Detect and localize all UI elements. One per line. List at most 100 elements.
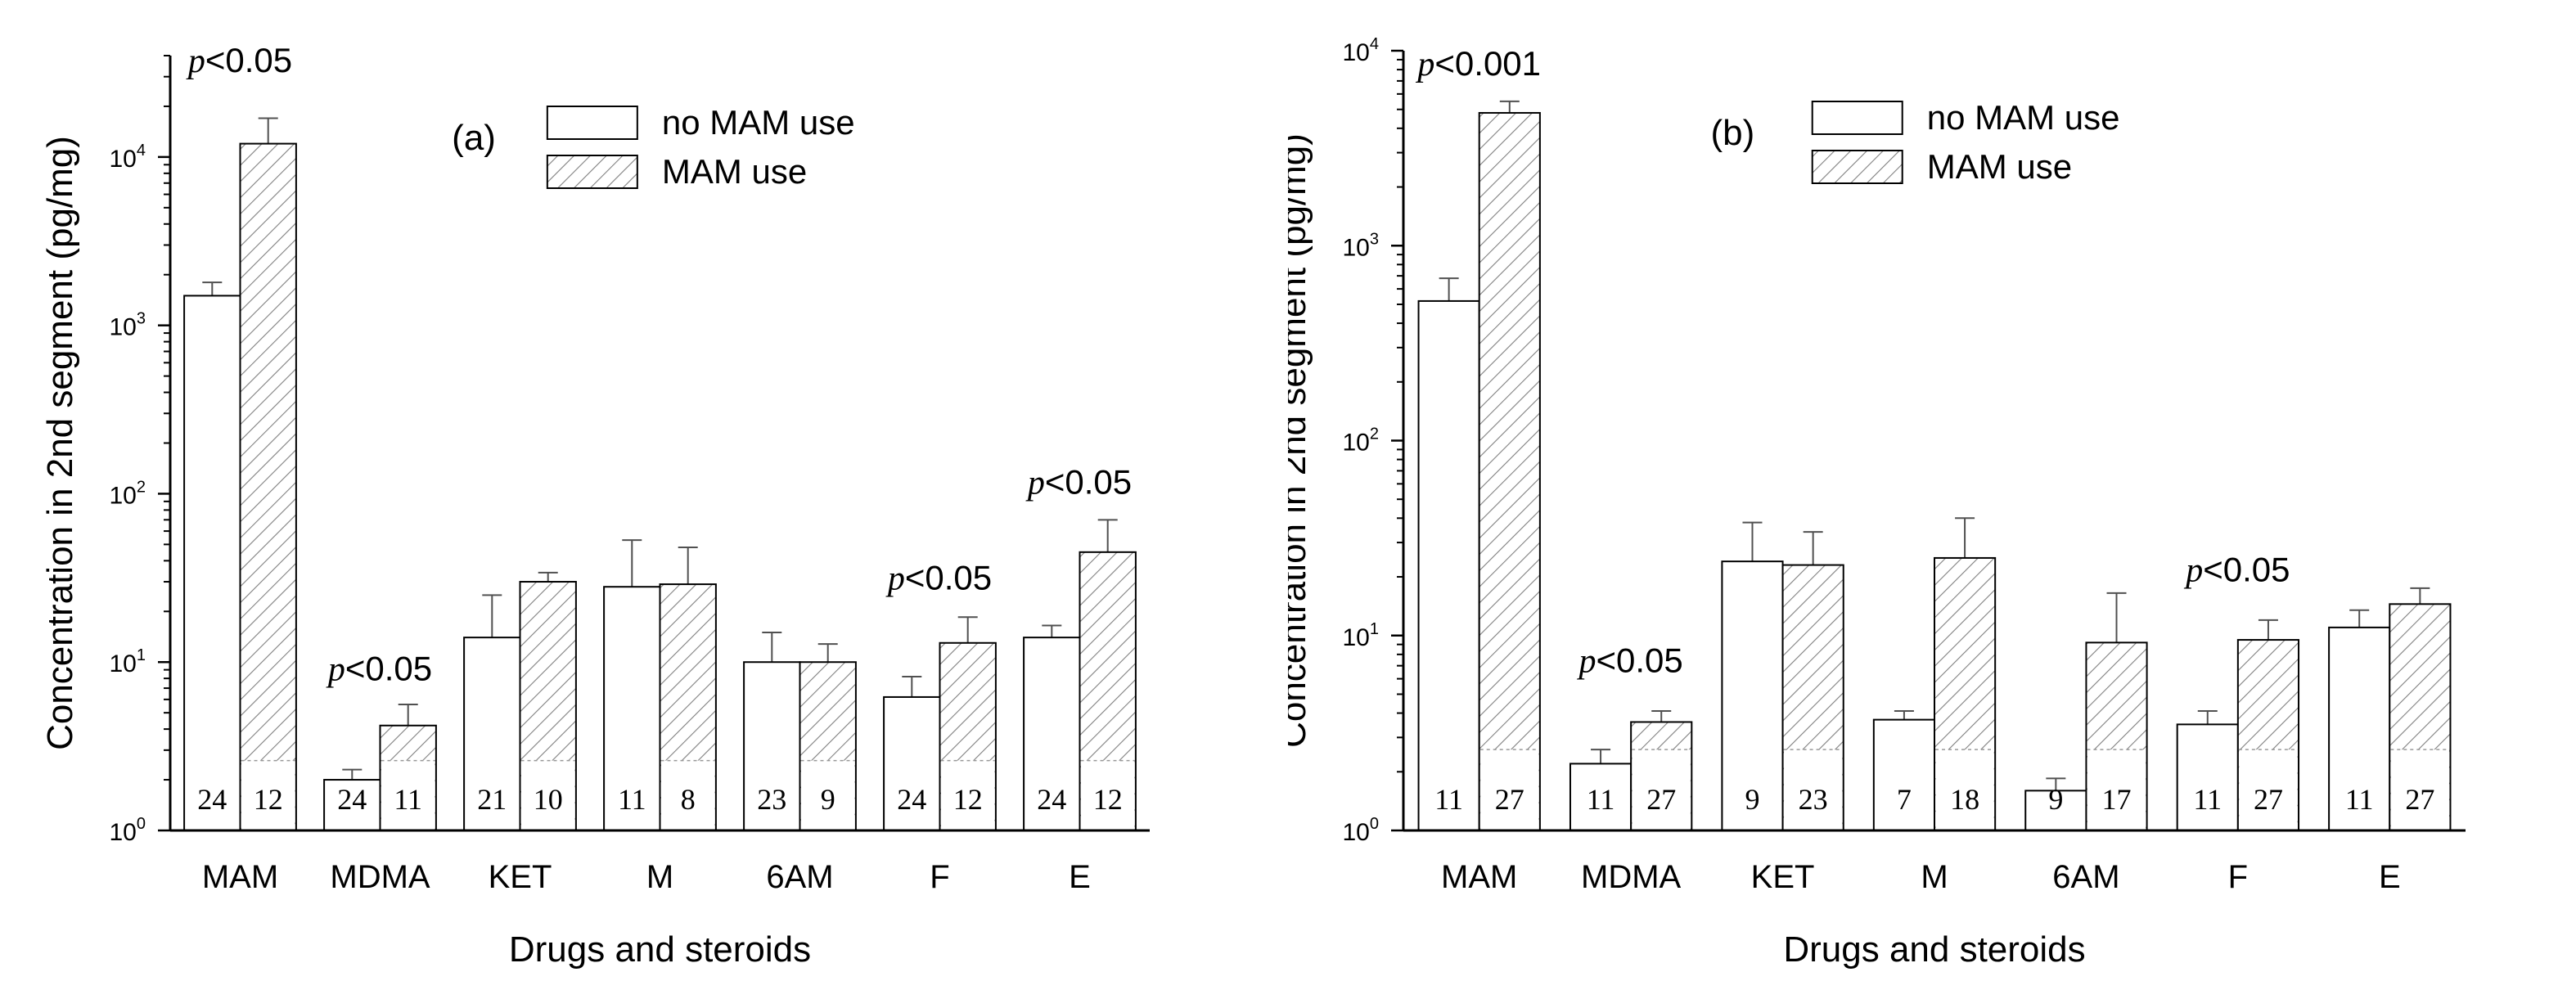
x-tick-label: M — [646, 859, 673, 895]
legend-label: MAM use — [662, 152, 807, 191]
count-label: 9 — [1745, 783, 1759, 816]
count-label: 8 — [681, 783, 696, 816]
bar — [1721, 560, 1784, 831]
count-band — [2239, 749, 2298, 830]
x-tick-label: F — [930, 859, 949, 895]
count-label: 23 — [757, 783, 786, 816]
x-tick-label: MDMA — [1581, 859, 1682, 895]
y-tick-label: 101 — [110, 646, 146, 677]
panel-label: (a) — [452, 118, 496, 158]
count-band — [1632, 749, 1691, 830]
bar — [2328, 626, 2391, 831]
y-tick-label: 102 — [1343, 425, 1380, 457]
count-label: 17 — [2102, 783, 2132, 816]
x-tick-label: KET — [489, 859, 552, 895]
legend-label: MAM use — [1927, 147, 2072, 186]
count-label: 11 — [1587, 783, 1615, 816]
x-axis-title: Drugs and steroids — [1783, 929, 2085, 970]
y-tick-label: 103 — [1343, 230, 1380, 261]
count-label: 7 — [1897, 783, 1912, 816]
y-axis-title: Concentration in 2nd segment (pg/mg) — [40, 136, 80, 750]
bar — [743, 661, 801, 832]
count-label: 11 — [618, 783, 646, 816]
count-label: 21 — [477, 783, 507, 816]
legend-swatch — [1811, 101, 1903, 135]
x-tick-label: MAM — [202, 859, 278, 895]
legend-swatch — [546, 106, 638, 140]
x-tick-label: MDMA — [330, 859, 430, 895]
bar — [1417, 299, 1480, 831]
p-value-annotation: p<0.05 — [885, 558, 992, 597]
x-tick-label: 6AM — [2052, 859, 2119, 895]
bar — [1872, 718, 1935, 831]
count-band — [241, 760, 295, 830]
count-label: 12 — [254, 783, 283, 816]
p-value-annotation: p<0.001 — [1415, 44, 1541, 83]
chart-b: 11 27 MAM 11 27 MDMA 9 23 KET 7 18 M 9 17 6AM 11 27 F 11 27… — [1288, 35, 2466, 970]
y-tick-label: 101 — [1343, 620, 1380, 651]
y-axis-title: Concentration in 2nd segment (pg/mg) — [1288, 133, 1313, 748]
legend-swatch — [1811, 150, 1903, 184]
count-label: 9 — [2048, 783, 2063, 816]
p-value-annotation: p<0.05 — [186, 41, 292, 80]
panel-a: 24 12 MAM 24 11 MDMA 21 10 KET 11 8 M 23 9 6AM 24 12 F 24 1… — [40, 41, 1150, 970]
count-label: 24 — [1037, 783, 1066, 816]
y-tick-label: 100 — [1343, 815, 1380, 846]
bar — [183, 295, 241, 832]
panel-label: (b) — [1710, 113, 1754, 153]
count-label: 27 — [2254, 783, 2283, 816]
bar — [1478, 111, 1541, 831]
count-band — [1935, 749, 1994, 830]
count-label: 27 — [1646, 783, 1676, 816]
count-label: 24 — [337, 783, 367, 816]
count-label: 24 — [197, 783, 227, 816]
count-label: 11 — [2345, 783, 2374, 816]
legend-swatch — [546, 155, 638, 189]
panel-b: 11 27 MAM 11 27 MDMA 9 23 KET 7 18 M 9 17 6AM 11 27 F 11 27… — [1288, 0, 2576, 1008]
x-tick-label: MAM — [1441, 859, 1517, 895]
count-label: 23 — [1799, 783, 1828, 816]
x-tick-label: E — [2379, 859, 2401, 895]
count-band — [661, 760, 715, 830]
bar — [883, 695, 941, 831]
p-value-annotation: p<0.05 — [1577, 641, 1683, 680]
count-band — [1784, 749, 1843, 830]
count-band — [2087, 749, 2146, 830]
bar — [2024, 790, 2087, 831]
count-band — [2390, 749, 2449, 830]
p-value-annotation: p<0.05 — [2183, 550, 2290, 589]
count-band — [1480, 749, 1539, 830]
y-tick-label: 103 — [110, 310, 146, 341]
x-tick-label: F — [2228, 859, 2248, 895]
count-label: 11 — [2193, 783, 2222, 816]
count-label: 11 — [1434, 783, 1463, 816]
legend-label: no MAM use — [1927, 98, 2120, 137]
count-band — [521, 760, 575, 830]
x-tick-label: E — [1069, 859, 1091, 895]
p-value-annotation: p<0.05 — [1025, 462, 1132, 502]
count-band — [941, 760, 995, 830]
x-tick-label: KET — [1751, 859, 1815, 895]
count-label: 12 — [1093, 783, 1123, 816]
count-band — [1081, 760, 1135, 830]
count-band — [801, 760, 855, 830]
x-tick-label: 6AM — [766, 859, 833, 895]
count-label: 9 — [821, 783, 835, 816]
legend-label: no MAM use — [662, 103, 855, 142]
count-label: 12 — [953, 783, 983, 816]
count-label: 10 — [534, 783, 563, 816]
bar — [239, 142, 297, 832]
chart-a: 24 12 MAM 24 11 MDMA 21 10 KET 11 8 M 23 9 6AM 24 12 F 24 1… — [40, 41, 1150, 970]
y-tick-label: 104 — [1343, 35, 1380, 66]
count-label: 27 — [1495, 783, 1524, 816]
count-label: 18 — [1950, 783, 1979, 816]
p-value-annotation: p<0.05 — [326, 649, 432, 688]
x-tick-label: M — [1921, 859, 1948, 895]
y-tick-label: 100 — [110, 815, 146, 846]
x-axis-title: Drugs and steroids — [509, 929, 811, 970]
count-band — [381, 760, 435, 830]
y-tick-label: 102 — [110, 478, 146, 509]
y-tick-label: 104 — [110, 142, 146, 173]
count-label: 11 — [394, 783, 422, 816]
count-label: 27 — [2405, 783, 2434, 816]
